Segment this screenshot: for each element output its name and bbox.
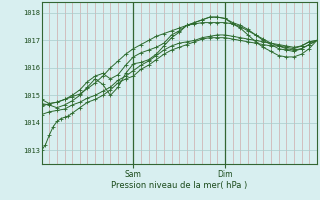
X-axis label: Pression niveau de la mer( hPa ): Pression niveau de la mer( hPa ) (111, 181, 247, 190)
